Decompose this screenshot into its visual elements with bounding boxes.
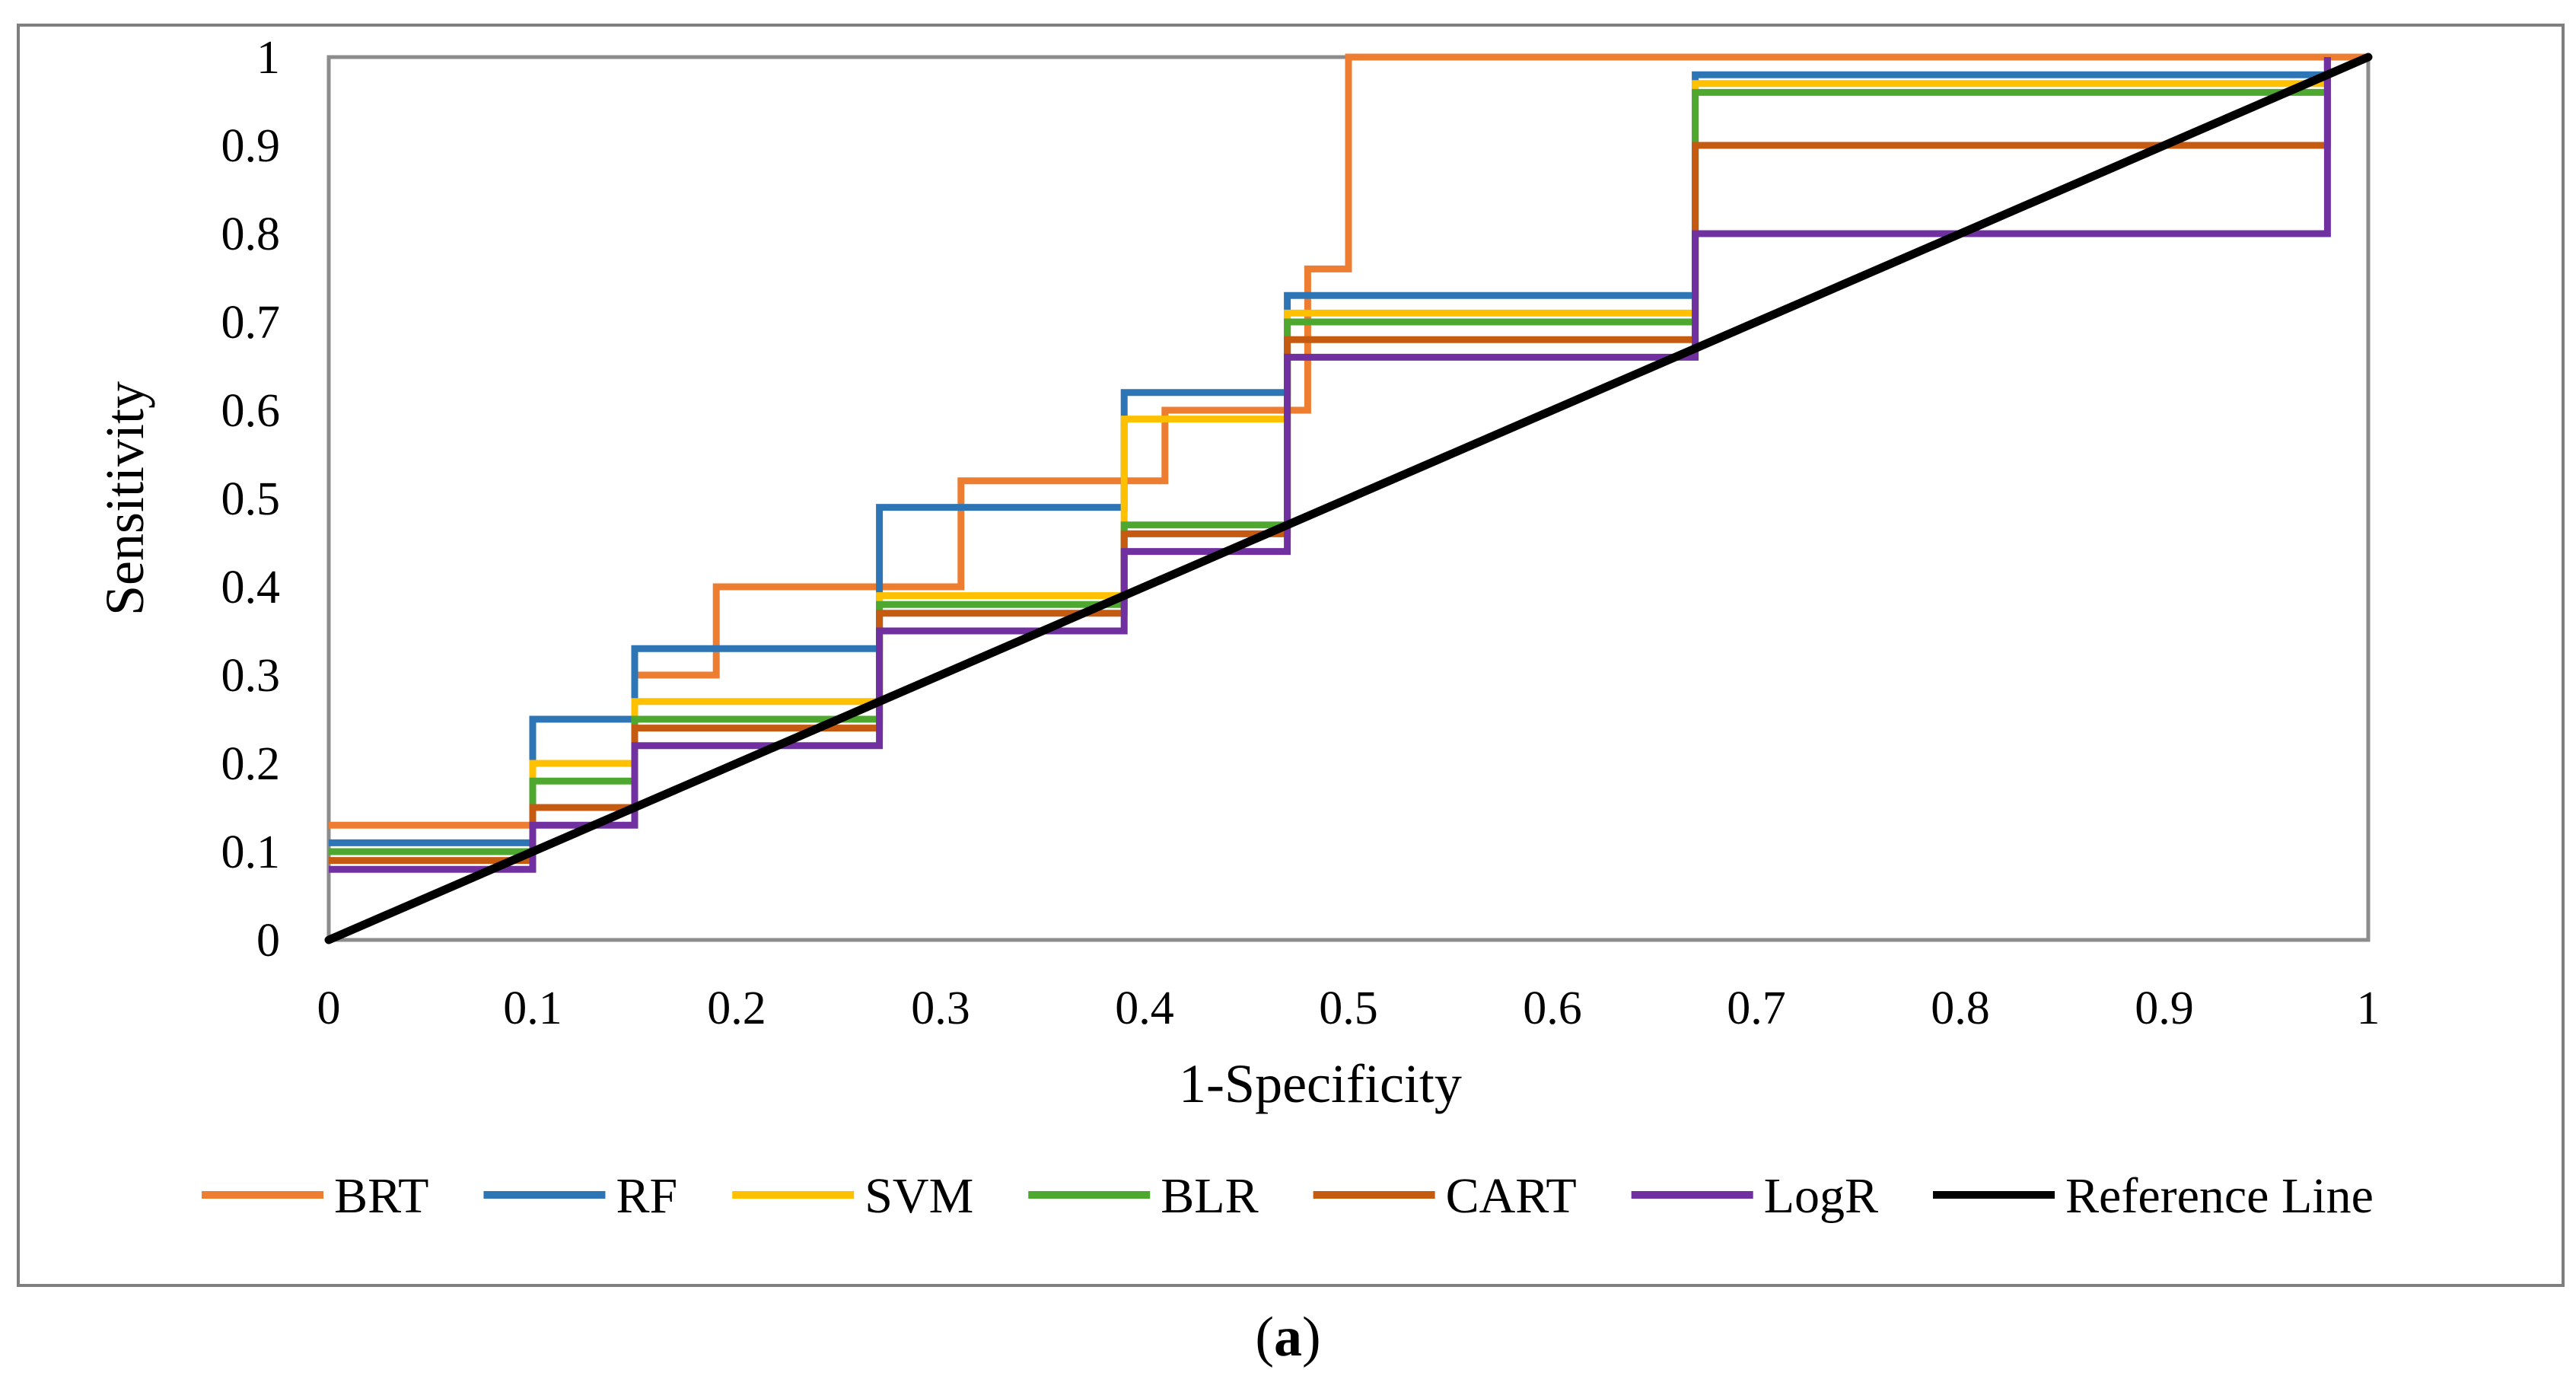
figure-caption: (a)	[0, 1305, 2576, 1370]
y-tick-label: 0.1	[221, 827, 281, 878]
x-tick-label: 0.8	[1931, 983, 1990, 1034]
legend: BRT RF SVM BLR CART LogR Reference Line	[202, 1168, 2374, 1224]
x-tick-label: 1	[2357, 983, 2380, 1034]
y-tick-label: 0.4	[221, 562, 281, 613]
legend-label: RF	[616, 1168, 677, 1224]
y-tick-label: 1	[256, 32, 280, 84]
x-tick-label: 0.7	[1727, 983, 1786, 1034]
y-axis-title: Sensitivity	[94, 381, 155, 616]
legend-label: LogR	[1764, 1168, 1878, 1224]
y-tick-label: 0.9	[221, 120, 281, 172]
y-tick-label: 0.2	[221, 738, 281, 790]
series-line-cart	[329, 57, 2331, 865]
series-line-reference-line	[324, 53, 2373, 944]
legend-label: BLR	[1161, 1168, 1258, 1224]
x-axis-title: 1-Specificity	[1179, 1053, 1462, 1114]
series-line-logr	[329, 57, 2331, 873]
series-line-svm	[329, 57, 2331, 855]
y-tick-label: 0.8	[221, 209, 281, 260]
legend-label: SVM	[865, 1168, 973, 1224]
y-tick-labels: 0 0.1 0.2 0.3 0.4 0.5 0.6 0.7 0.8 0.9 1	[221, 32, 281, 967]
caption-open: (	[1255, 1306, 1274, 1368]
y-tick-label: 0.5	[221, 473, 281, 525]
legend-label: BRT	[334, 1168, 428, 1224]
legend-label: CART	[1446, 1168, 1577, 1224]
x-tick-label: 0.5	[1319, 983, 1378, 1034]
x-tick-labels: 0 0.1 0.2 0.3 0.4 0.5 0.6 0.7 0.8 0.9 1	[317, 983, 2380, 1034]
x-tick-label: 0	[317, 983, 341, 1034]
x-tick-label: 0.2	[707, 983, 766, 1034]
chart-frame	[17, 24, 2565, 1287]
caption-close: )	[1302, 1306, 1321, 1368]
x-tick-label: 0.9	[2135, 983, 2194, 1034]
y-tick-label: 0.3	[221, 650, 281, 702]
x-tick-label: 0.1	[503, 983, 562, 1034]
series-line-rf	[329, 57, 2331, 846]
x-tick-label: 0.3	[911, 983, 970, 1034]
caption-label: a	[1274, 1306, 1302, 1368]
series-layer	[324, 53, 2373, 944]
y-tick-label: 0	[256, 915, 280, 967]
x-tick-label: 0.4	[1115, 983, 1174, 1034]
x-tick-label: 0.6	[1523, 983, 1582, 1034]
legend-label: Reference Line	[2065, 1168, 2374, 1224]
series-line-blr	[329, 57, 2331, 855]
y-tick-label: 0.7	[221, 297, 281, 349]
y-tick-label: 0.6	[221, 385, 281, 437]
